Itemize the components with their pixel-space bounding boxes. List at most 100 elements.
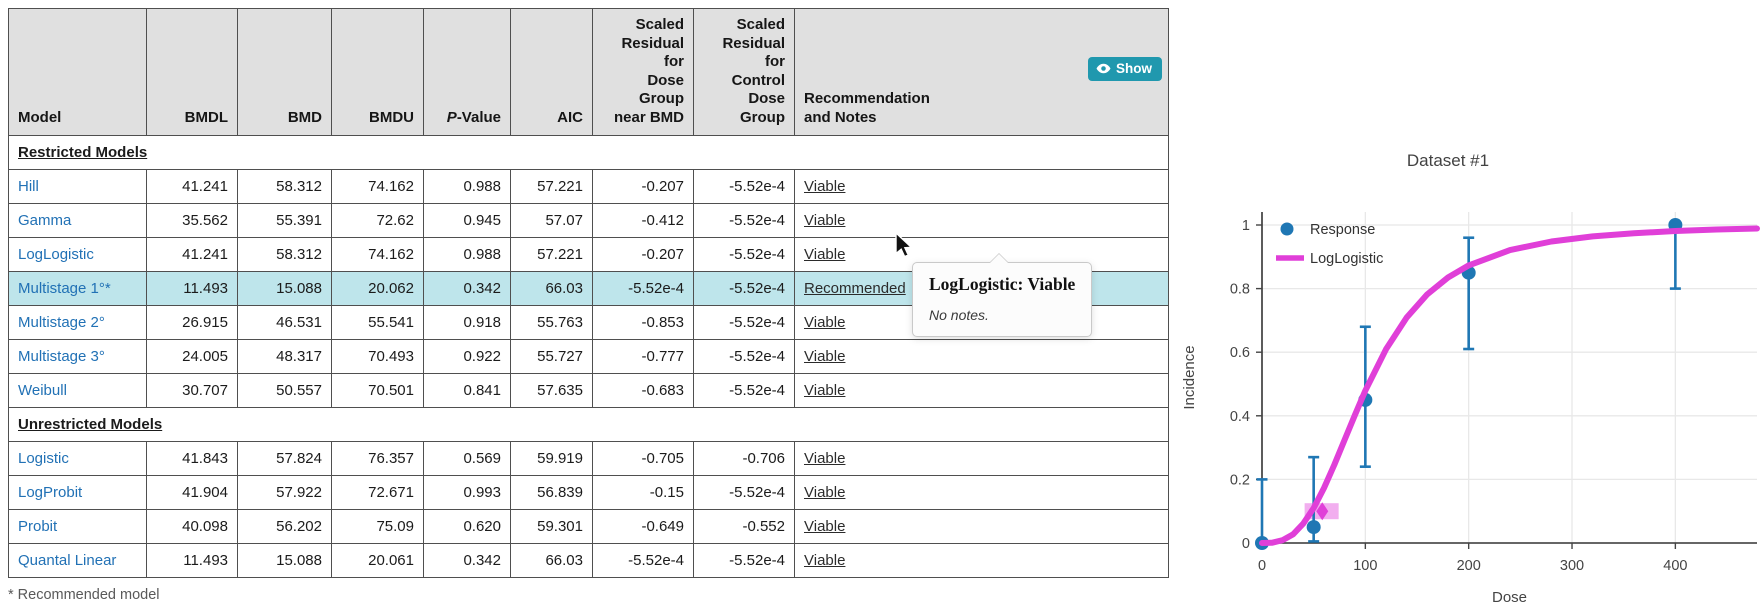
y-tick-label: 0.4	[1230, 409, 1250, 425]
cell-recommendation: Viable	[794, 542, 1169, 578]
model-link[interactable]: LogProbit	[18, 483, 83, 501]
dose-response-chart: 0 100 200 300 400 0 0.2 0.4 0.6 0.8 1 Dataset #1 Dos…	[1181, 151, 1760, 606]
cell-bmd: 58.312	[237, 236, 332, 272]
cell-residual_near_bmd: -0.705	[592, 440, 694, 476]
cell-bmdl: 41.843	[146, 440, 238, 476]
cell-bmdl: 35.562	[146, 202, 238, 238]
cell-pvalue: 0.993	[423, 474, 511, 510]
cell-pvalue: 0.988	[423, 168, 511, 204]
recommendation-link[interactable]: Viable	[804, 551, 846, 569]
model-row: Hill 41.241 58.312 74.162 0.988 57.221 -0.207-…	[8, 168, 1169, 204]
model-summary-table: Model BMDL BMD BMDU P-Value AIC Scaled Residual…	[8, 8, 1169, 578]
cell-residual_near_bmd: -5.52e-4	[592, 270, 694, 306]
cell-bmdu: 70.493	[331, 338, 424, 374]
model-row: Multistage 3° 24.005 48.317 70.493 0.922 55.7…	[8, 338, 1169, 374]
tooltip-title: LogLogistic: Viable	[929, 274, 1076, 294]
cell-aic: 56.839	[510, 474, 593, 510]
model-link[interactable]: Gamma	[18, 211, 72, 229]
cell-aic: 55.727	[510, 338, 593, 374]
cell-aic: 59.301	[510, 508, 593, 544]
model-link[interactable]: Multistage 1°*	[18, 279, 111, 297]
cell-residual_near_bmd: -0.15	[592, 474, 694, 510]
cell-model: Hill	[8, 168, 147, 204]
legend: Response LogLogistic	[1276, 222, 1383, 267]
recommendation-link[interactable]: Viable	[804, 381, 846, 399]
cell-residual_control: -5.52e-4	[693, 304, 795, 340]
cell-model: LogProbit	[8, 474, 147, 510]
chart-title: Dataset #1	[1407, 151, 1489, 170]
legend-response-label: Response	[1310, 222, 1375, 238]
recommendation-link[interactable]: Viable	[804, 347, 846, 365]
column-header-aic: AIC	[510, 8, 593, 136]
cell-bmd: 48.317	[237, 338, 332, 374]
cell-bmdl: 26.915	[146, 304, 238, 340]
y-axis-title: Incidence	[1181, 345, 1198, 409]
cell-pvalue: 0.945	[423, 202, 511, 238]
cell-model: Logistic	[8, 440, 147, 476]
recommendation-link[interactable]: Viable	[804, 313, 846, 331]
legend-model-label: LogLogistic	[1310, 251, 1383, 267]
model-row: Probit 40.098 56.202 75.09 0.620 59.301 -0.649…	[8, 508, 1169, 544]
recommendation-link[interactable]: Viable	[804, 517, 846, 535]
cell-aic: 66.03	[510, 542, 593, 578]
column-header-bmdl: BMDL	[146, 8, 238, 136]
cell-pvalue: 0.342	[423, 542, 511, 578]
cell-residual_near_bmd: -0.853	[592, 304, 694, 340]
column-header-residual_control: Scaled Residual for Control Dose Group	[693, 8, 795, 136]
cell-bmdl: 11.493	[146, 542, 238, 578]
cell-pvalue: 0.988	[423, 236, 511, 272]
cell-residual_control: -5.52e-4	[693, 236, 795, 272]
table-body: Restricted Models Hill 41.241 58.312 74.162 0…	[8, 134, 1169, 578]
model-link[interactable]: Quantal Linear	[18, 551, 117, 569]
cell-bmdu: 72.62	[331, 202, 424, 238]
model-link[interactable]: Logistic	[18, 449, 69, 467]
model-row: Multistage 2° 26.915 46.531 55.541 0.918 55.7…	[8, 304, 1169, 340]
cell-recommendation: Viable	[794, 168, 1169, 204]
model-link[interactable]: Multistage 2°	[18, 313, 105, 331]
recommendation-link[interactable]: Viable	[804, 483, 846, 501]
cell-bmd: 15.088	[237, 270, 332, 306]
cell-bmdl: 40.098	[146, 508, 238, 544]
x-tick-label: 400	[1663, 558, 1687, 574]
recommendation-link[interactable]: Viable	[804, 211, 846, 229]
eye-icon	[1096, 63, 1111, 74]
model-link[interactable]: Weibull	[18, 381, 67, 399]
recommendation-link[interactable]: Viable	[804, 449, 846, 467]
cell-bmdu: 70.501	[331, 372, 424, 408]
show-button[interactable]: Show	[1088, 57, 1162, 81]
cell-bmd: 15.088	[237, 542, 332, 578]
recommendation-link[interactable]: Viable	[804, 177, 846, 195]
model-link[interactable]: Probit	[18, 517, 58, 535]
cell-recommendation: Viable	[794, 440, 1169, 476]
cell-residual_control: -5.52e-4	[693, 202, 795, 238]
model-notes-tooltip: LogLogistic: Viable No notes.	[912, 253, 1093, 337]
cell-bmdl: 30.707	[146, 372, 238, 408]
model-row: Gamma 35.562 55.391 72.62 0.945 57.07 -0.412 -5…	[8, 202, 1169, 238]
cell-bmdu: 72.671	[331, 474, 424, 510]
model-link[interactable]: LogLogistic	[18, 245, 94, 263]
cell-bmdl: 11.493	[146, 270, 238, 306]
model-link[interactable]: Multistage 3°	[18, 347, 105, 365]
cell-residual_control: -5.52e-4	[693, 168, 795, 204]
column-header-pvalue: P-Value	[423, 8, 511, 136]
cell-aic: 57.635	[510, 372, 593, 408]
cell-pvalue: 0.620	[423, 508, 511, 544]
cell-model: Probit	[8, 508, 147, 544]
cell-aic: 66.03	[510, 270, 593, 306]
recommendation-link[interactable]: Recommended	[804, 279, 906, 297]
x-tick-label: 300	[1560, 558, 1584, 574]
cell-model: Multistage 3°	[8, 338, 147, 374]
cell-recommendation: Viable	[794, 236, 1169, 272]
cell-bmdl: 41.241	[146, 236, 238, 272]
cell-model: Gamma	[8, 202, 147, 238]
cell-residual_near_bmd: -5.52e-4	[592, 542, 694, 578]
model-link[interactable]: Hill	[18, 177, 39, 195]
cell-recommendation: Viable	[794, 474, 1169, 510]
cell-residual_control: -5.52e-4	[693, 474, 795, 510]
cell-pvalue: 0.922	[423, 338, 511, 374]
cell-bmdl: 24.005	[146, 338, 238, 374]
recommendation-link[interactable]: Viable	[804, 245, 846, 263]
cell-bmdu: 20.061	[331, 542, 424, 578]
cell-bmd: 56.202	[237, 508, 332, 544]
cell-model: Multistage 2°	[8, 304, 147, 340]
